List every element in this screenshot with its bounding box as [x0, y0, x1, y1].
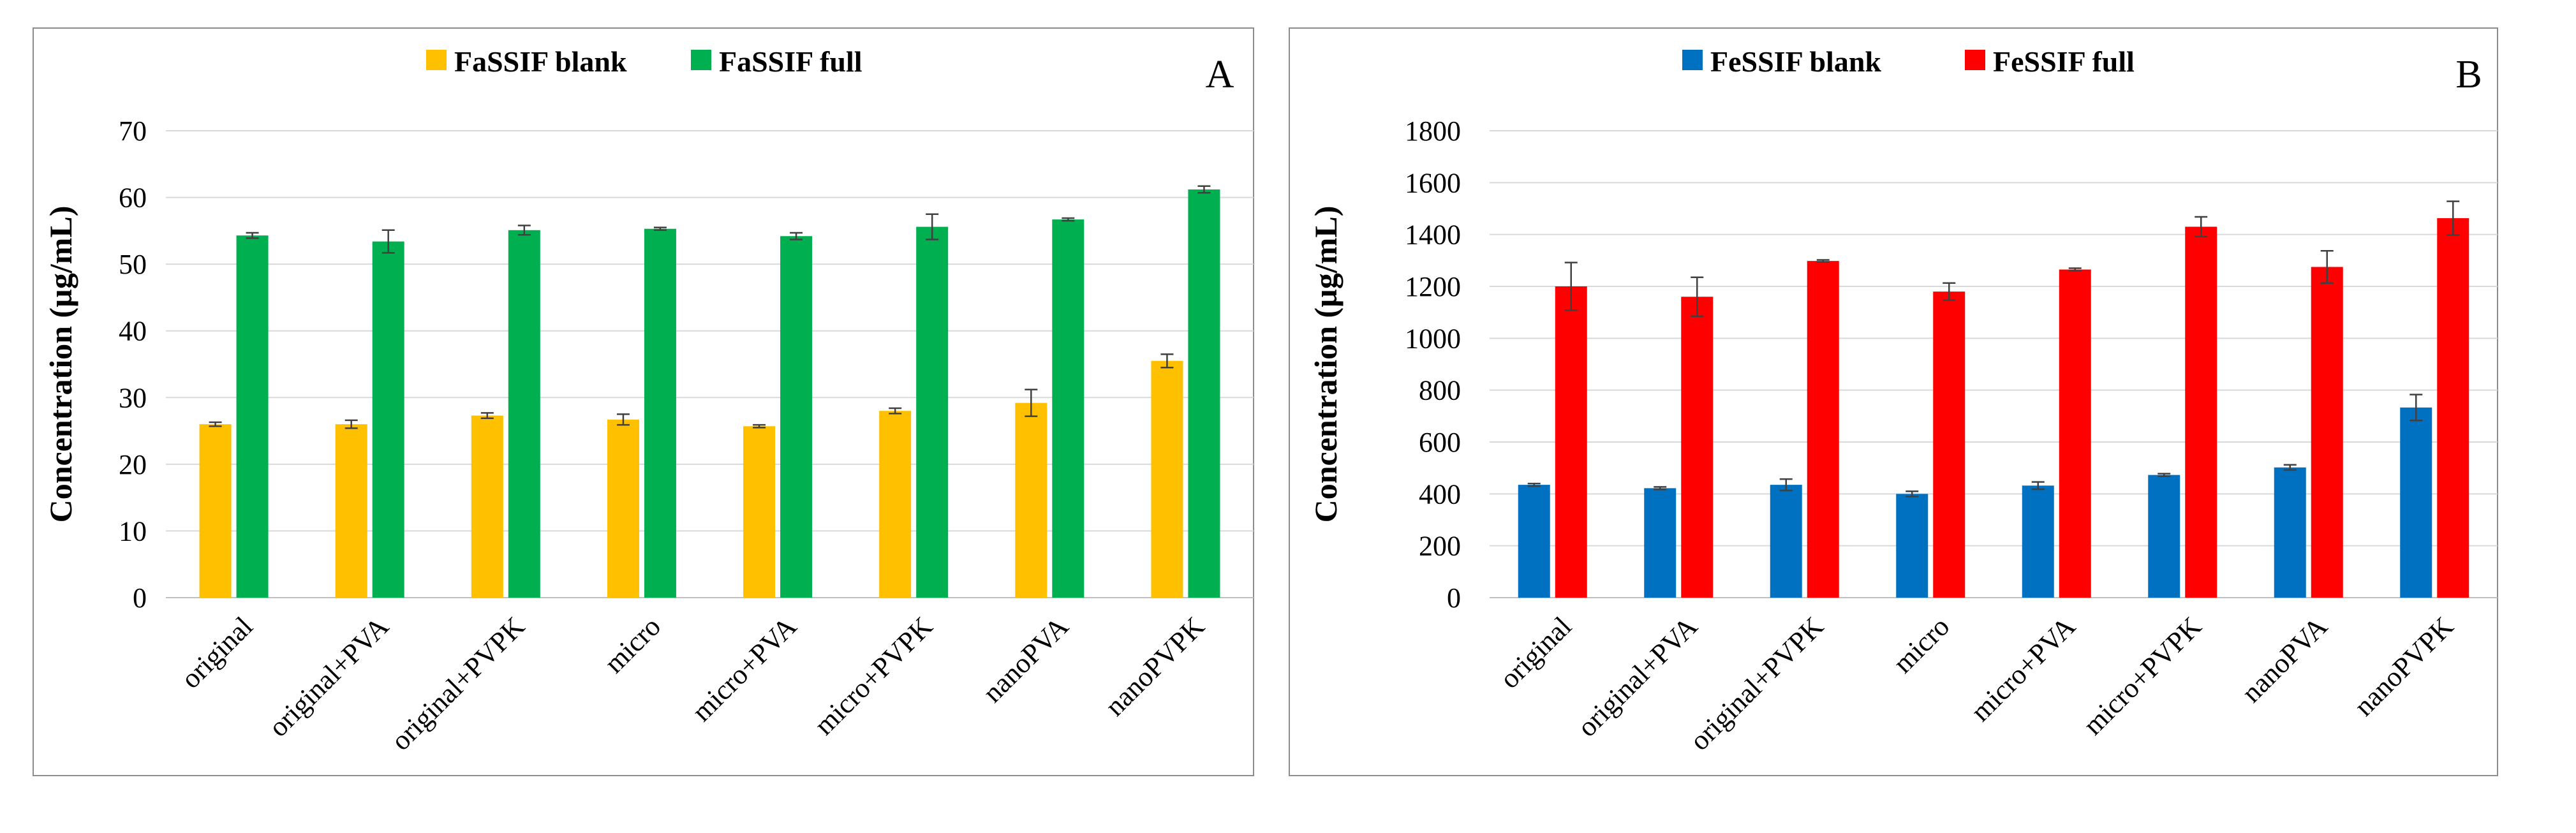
- bar: [1015, 402, 1047, 598]
- bar: [879, 411, 912, 598]
- y-tick-label: 10: [119, 515, 147, 547]
- bar: [2400, 407, 2432, 598]
- y-tick-label: 0: [1447, 582, 1461, 614]
- y-tick-label: 20: [119, 449, 147, 480]
- legend-swatch: [1965, 50, 1985, 70]
- panel-letter: A: [1206, 53, 1234, 96]
- bar: [1770, 485, 1802, 598]
- y-tick-label: 400: [1419, 478, 1461, 510]
- bar: [2148, 475, 2180, 598]
- bar: [372, 241, 404, 598]
- legend-label: FaSSIF blank: [454, 45, 627, 78]
- bar: [236, 235, 269, 598]
- y-axis-label: Concentration (µg/mL): [1308, 206, 1344, 523]
- bar: [1896, 494, 1928, 598]
- bar: [2437, 218, 2469, 598]
- bar: [1681, 297, 1714, 598]
- bar: [607, 419, 639, 598]
- legend-label: FeSSIF blank: [1710, 45, 1881, 78]
- panel-border: [33, 27, 1254, 776]
- panel-border: [1289, 27, 2498, 776]
- bar: [335, 424, 367, 598]
- bar: [508, 230, 540, 598]
- bar: [2311, 267, 2343, 598]
- y-tick-label: 70: [119, 115, 147, 147]
- legend-label: FeSSIF full: [1993, 45, 2135, 78]
- y-tick-label: 1800: [1405, 115, 1461, 147]
- bar: [780, 236, 813, 598]
- y-tick-label: 1600: [1405, 167, 1461, 198]
- bar: [1555, 286, 1587, 598]
- bar: [2274, 467, 2306, 598]
- bar: [1052, 219, 1084, 598]
- bar: [916, 226, 949, 598]
- bar: [1933, 291, 1965, 598]
- bar: [2022, 485, 2054, 598]
- bar: [199, 424, 232, 598]
- y-tick-label: 1000: [1405, 323, 1461, 354]
- legend-swatch: [691, 50, 711, 70]
- bar: [2059, 269, 2091, 598]
- bar: [644, 228, 676, 598]
- y-tick-label: 30: [119, 382, 147, 413]
- y-tick-label: 0: [133, 582, 147, 614]
- y-axis-label: Concentration (µg/mL): [43, 206, 78, 523]
- panel-letter: B: [2455, 53, 2482, 96]
- y-tick-label: 200: [1419, 531, 1461, 562]
- bar: [2185, 226, 2217, 598]
- bar: [1644, 488, 1677, 598]
- bar: [743, 426, 776, 598]
- y-tick-label: 800: [1419, 375, 1461, 406]
- bar: [1151, 360, 1183, 598]
- legend-swatch: [426, 50, 447, 70]
- y-tick-label: 600: [1419, 427, 1461, 458]
- legend-swatch: [1682, 50, 1703, 70]
- bar: [1807, 261, 1839, 598]
- y-tick-label: 1400: [1405, 219, 1461, 251]
- bar: [1518, 485, 1550, 598]
- legend-label: FaSSIF full: [719, 45, 862, 78]
- y-tick-label: 60: [119, 182, 147, 214]
- y-tick-label: 50: [119, 249, 147, 280]
- y-tick-label: 1200: [1405, 271, 1461, 302]
- bar: [471, 415, 503, 598]
- y-tick-label: 40: [119, 316, 147, 347]
- bar: [1188, 189, 1220, 598]
